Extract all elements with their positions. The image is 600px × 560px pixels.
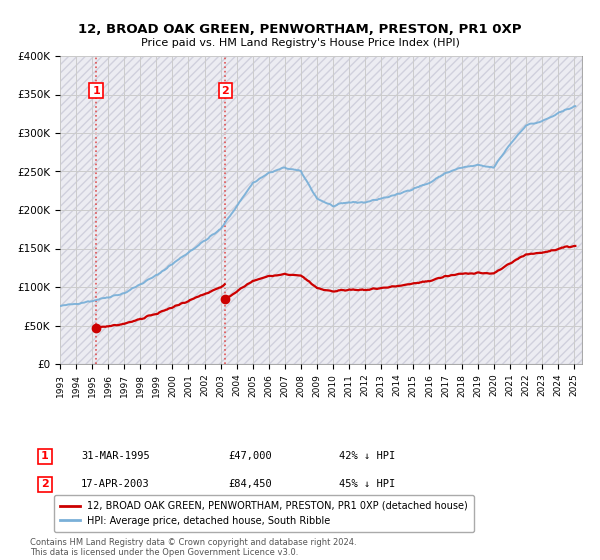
Legend: 12, BROAD OAK GREEN, PENWORTHAM, PRESTON, PR1 0XP (detached house), HPI: Average: 12, BROAD OAK GREEN, PENWORTHAM, PRESTON…	[55, 495, 474, 531]
Text: 1: 1	[92, 86, 100, 96]
Text: £84,450: £84,450	[228, 479, 272, 489]
Text: 1: 1	[41, 451, 49, 461]
Text: 31-MAR-1995: 31-MAR-1995	[81, 451, 150, 461]
Text: 17-APR-2003: 17-APR-2003	[81, 479, 150, 489]
Text: 42% ↓ HPI: 42% ↓ HPI	[339, 451, 395, 461]
Text: 45% ↓ HPI: 45% ↓ HPI	[339, 479, 395, 489]
Text: Price paid vs. HM Land Registry's House Price Index (HPI): Price paid vs. HM Land Registry's House …	[140, 38, 460, 48]
Text: Contains HM Land Registry data © Crown copyright and database right 2024.
This d: Contains HM Land Registry data © Crown c…	[30, 538, 356, 557]
Text: 2: 2	[221, 86, 229, 96]
Text: 2: 2	[41, 479, 49, 489]
Text: 12, BROAD OAK GREEN, PENWORTHAM, PRESTON, PR1 0XP: 12, BROAD OAK GREEN, PENWORTHAM, PRESTON…	[78, 24, 522, 36]
Text: £47,000: £47,000	[228, 451, 272, 461]
